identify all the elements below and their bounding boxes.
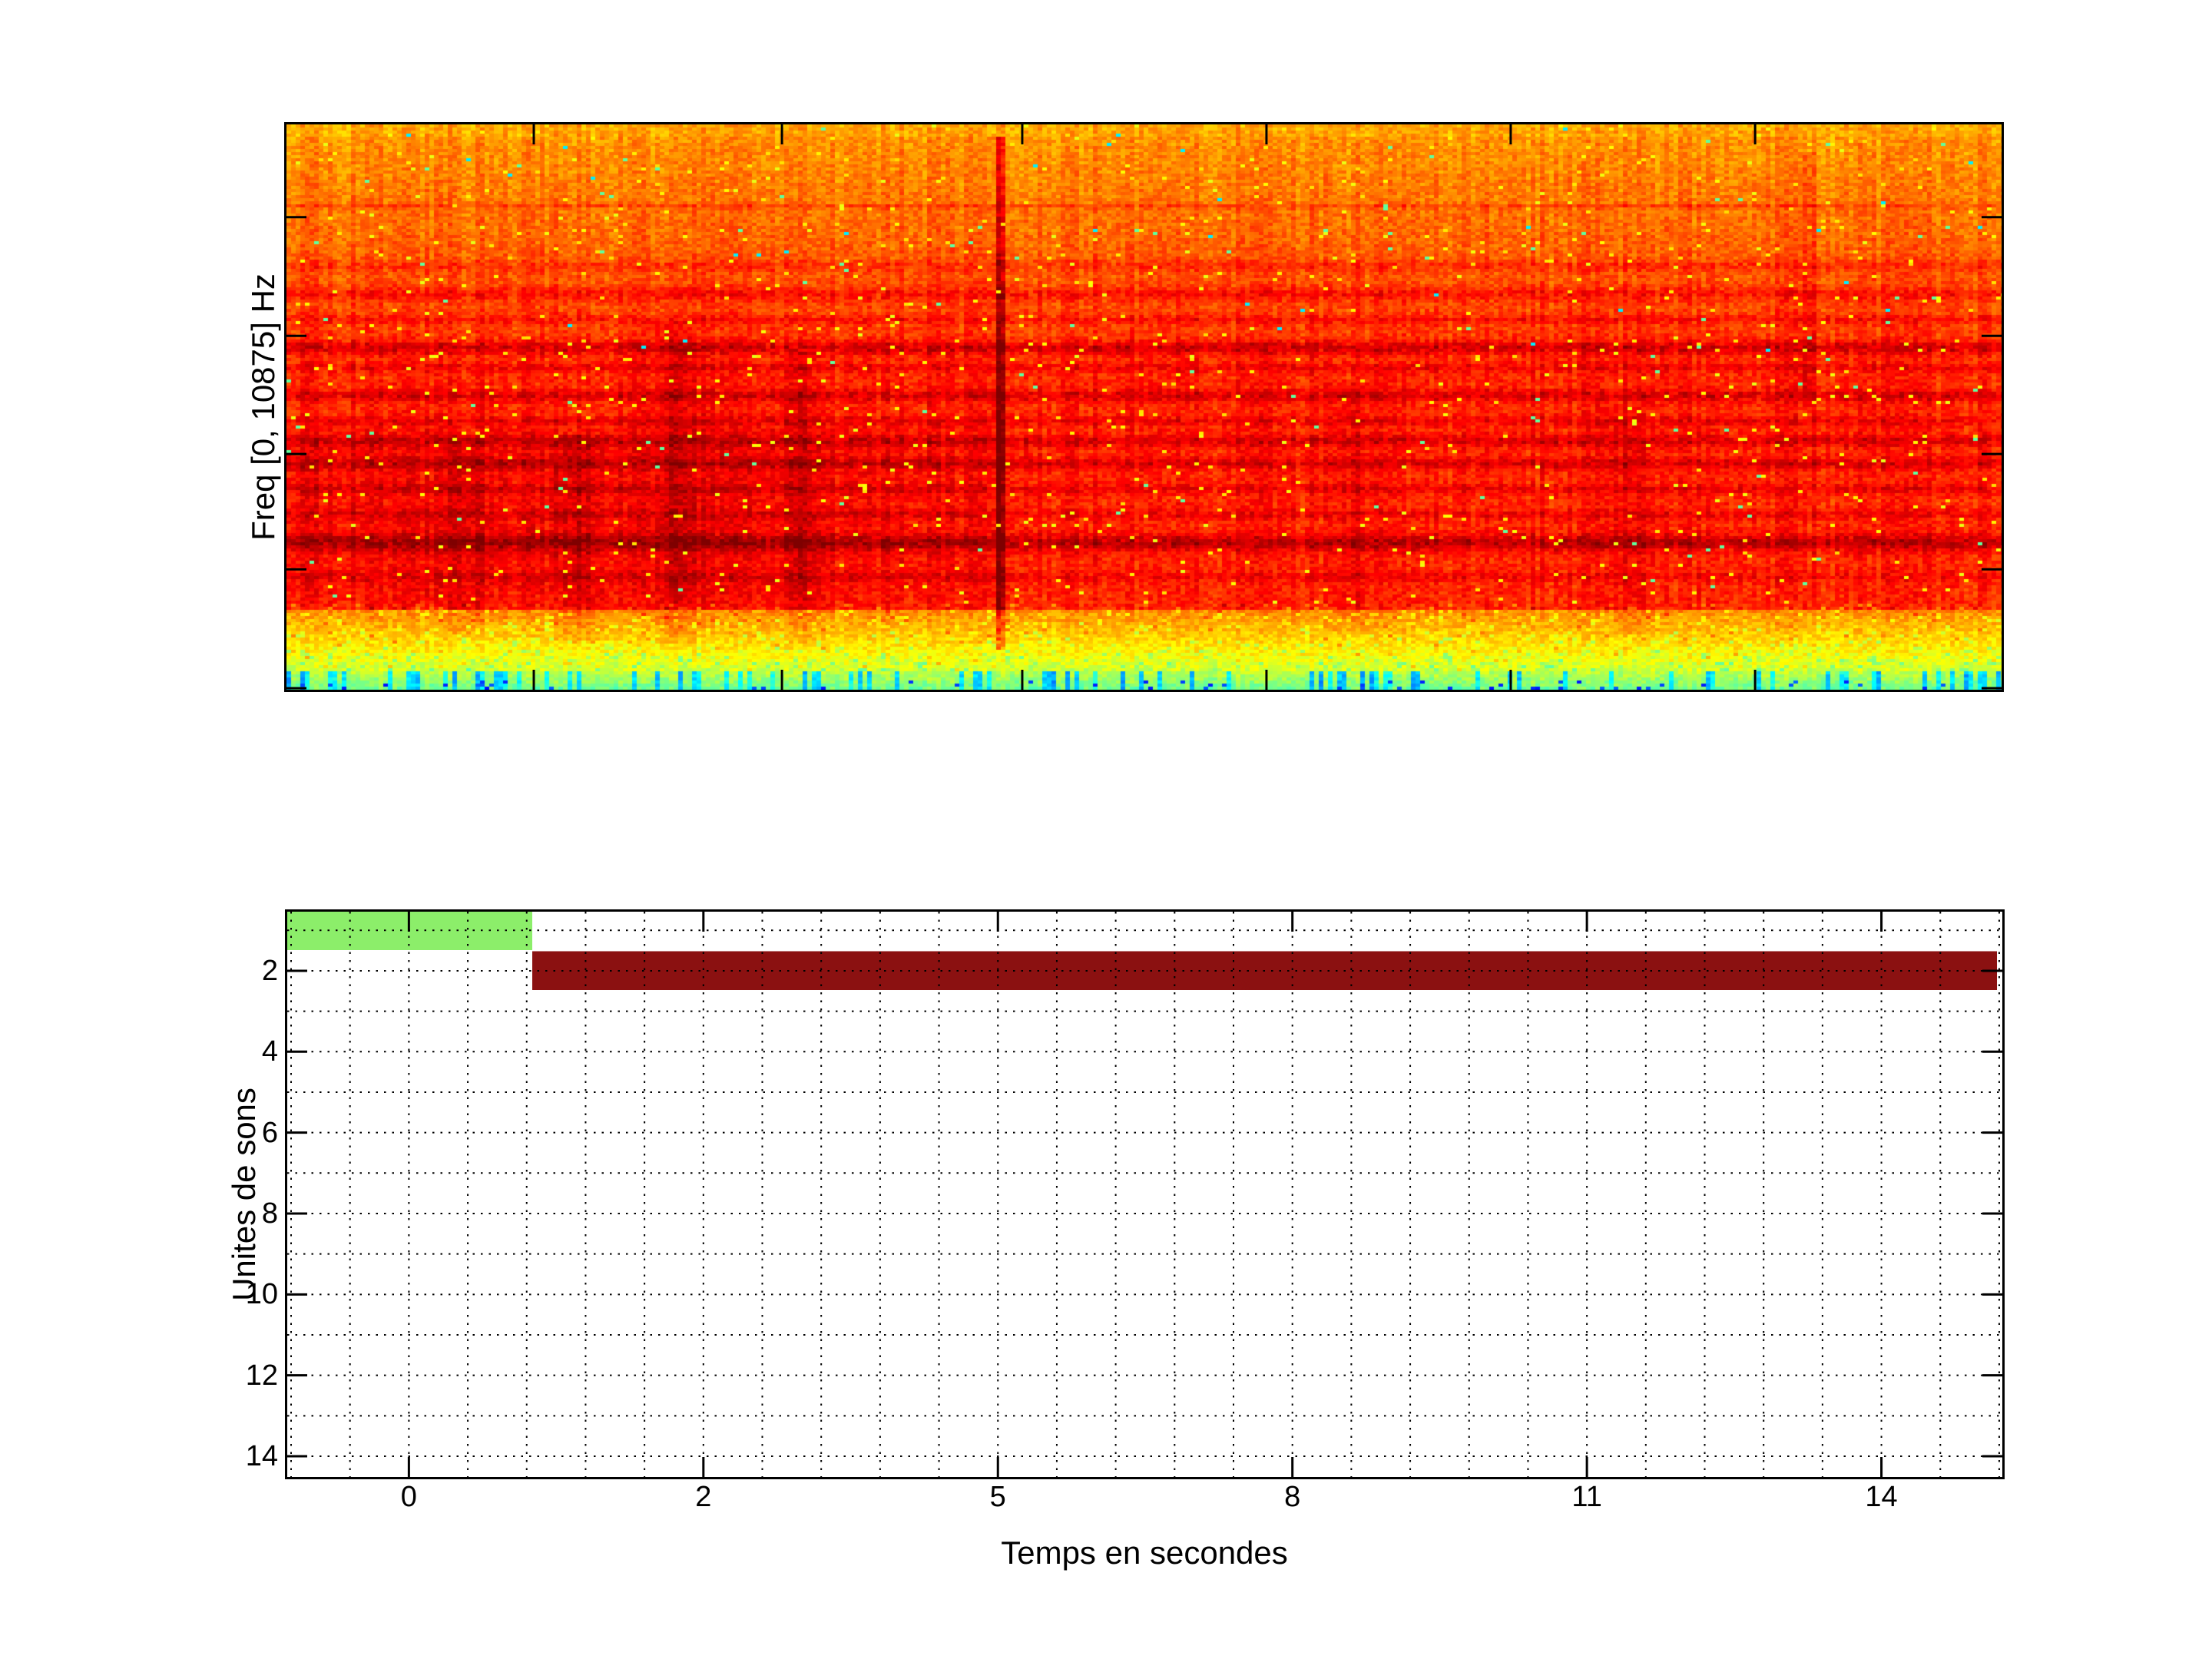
- timeline-x-tick-label: 8: [1284, 1481, 1301, 1513]
- timeline-y-tick-label: 14: [245, 1439, 278, 1472]
- timeline-x-tick-label: 14: [1865, 1481, 1898, 1513]
- spectrogram-ticks: [286, 124, 2002, 690]
- timeline-y-tick-label: 4: [261, 1035, 278, 1068]
- spectrogram-ylabel: Freq [0, 10875] Hz: [245, 273, 281, 541]
- timeline-y-tick-label: 6: [261, 1116, 278, 1149]
- timeline-xlabel: Temps en secondes: [1001, 1535, 1288, 1571]
- timeline-y-tick-labels: 2 4 6 8 10 12 14: [175, 912, 278, 1477]
- timeline-y-tick-label: 8: [261, 1197, 278, 1230]
- timeline-y-tick-label: 10: [245, 1278, 278, 1311]
- spectrogram-image: [286, 124, 2002, 690]
- timeline-x-tick-labels: 0 2 5 8 11 14: [287, 1482, 2002, 1528]
- timeline-x-tick-label: 5: [989, 1481, 1006, 1513]
- spectrogram-axes: [284, 122, 2004, 692]
- timeline-plot: [287, 912, 2002, 1477]
- timeline-x-tick-label: 2: [695, 1481, 712, 1513]
- timeline-x-tick-label: 0: [400, 1481, 417, 1513]
- timeline-y-tick-label: 12: [245, 1359, 278, 1392]
- timeline-y-tick-label: 2: [261, 954, 278, 987]
- timeline-axes: [285, 909, 2005, 1479]
- timeline-x-tick-label: 11: [1571, 1481, 1602, 1513]
